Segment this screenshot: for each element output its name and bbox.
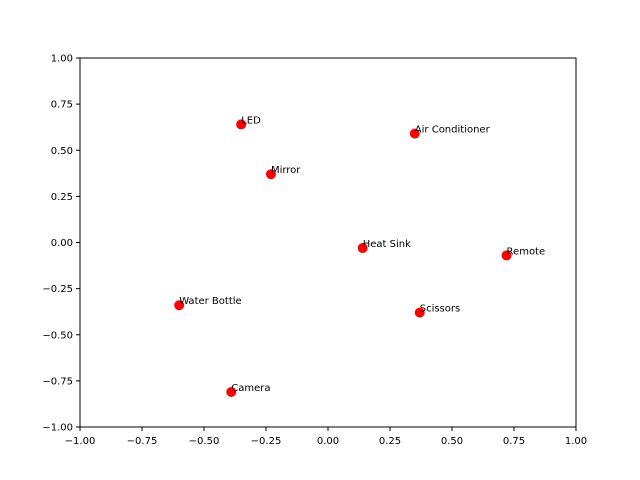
- x-tick-label: 0.50: [441, 436, 463, 447]
- data-point: [174, 300, 185, 311]
- y-tick-label: −0.25: [42, 284, 73, 295]
- y-tick-label: 0.25: [51, 192, 73, 203]
- data-point-label: Water Bottle: [179, 296, 242, 307]
- data-point: [501, 250, 512, 261]
- data-point: [409, 128, 420, 139]
- y-tick-label: 0.00: [51, 238, 73, 249]
- x-tick-label: 0.25: [379, 436, 401, 447]
- data-point: [236, 119, 247, 130]
- y-tick-label: 0.50: [51, 146, 73, 157]
- x-tick-label: −0.50: [189, 436, 220, 447]
- data-point-label: LED: [241, 115, 261, 126]
- y-tick-label: −1.00: [42, 423, 73, 434]
- data-points: LED Air Conditioner Mirror Heat Sink Remote W…: [174, 115, 546, 397]
- data-point: [265, 169, 276, 180]
- x-tick-label: 0.00: [317, 436, 339, 447]
- data-point: [226, 386, 237, 397]
- x-tick-label: 1.00: [565, 436, 587, 447]
- x-tick-label: −0.75: [127, 436, 158, 447]
- y-tick-label: 0.75: [51, 100, 73, 111]
- x-axis-ticks: −1.00 −0.75 −0.50 −0.25 0.00 0.25 0.50 0.75 1.00: [65, 427, 587, 447]
- plot-frame: [79, 57, 577, 428]
- y-tick-label: 1.00: [51, 54, 73, 65]
- y-tick-label: −0.75: [42, 376, 73, 387]
- data-point: [357, 243, 368, 254]
- data-point-label: Heat Sink: [363, 239, 411, 250]
- data-point-label: Scissors: [420, 304, 460, 315]
- data-point: [414, 307, 425, 318]
- y-tick-label: −0.50: [42, 330, 73, 341]
- data-point-label: Camera: [231, 383, 270, 394]
- x-tick-label: −0.25: [251, 436, 282, 447]
- data-point-label: Remote: [507, 246, 546, 257]
- data-point-label: Mirror: [271, 165, 301, 176]
- x-tick-label: 0.75: [503, 436, 525, 447]
- y-axis-ticks: −1.00 −0.75 −0.50 −0.25 0.00 0.25 0.50 0.75 1.00: [42, 54, 80, 434]
- data-point-label: Air Conditioner: [415, 125, 491, 136]
- x-tick-label: −1.00: [65, 436, 96, 447]
